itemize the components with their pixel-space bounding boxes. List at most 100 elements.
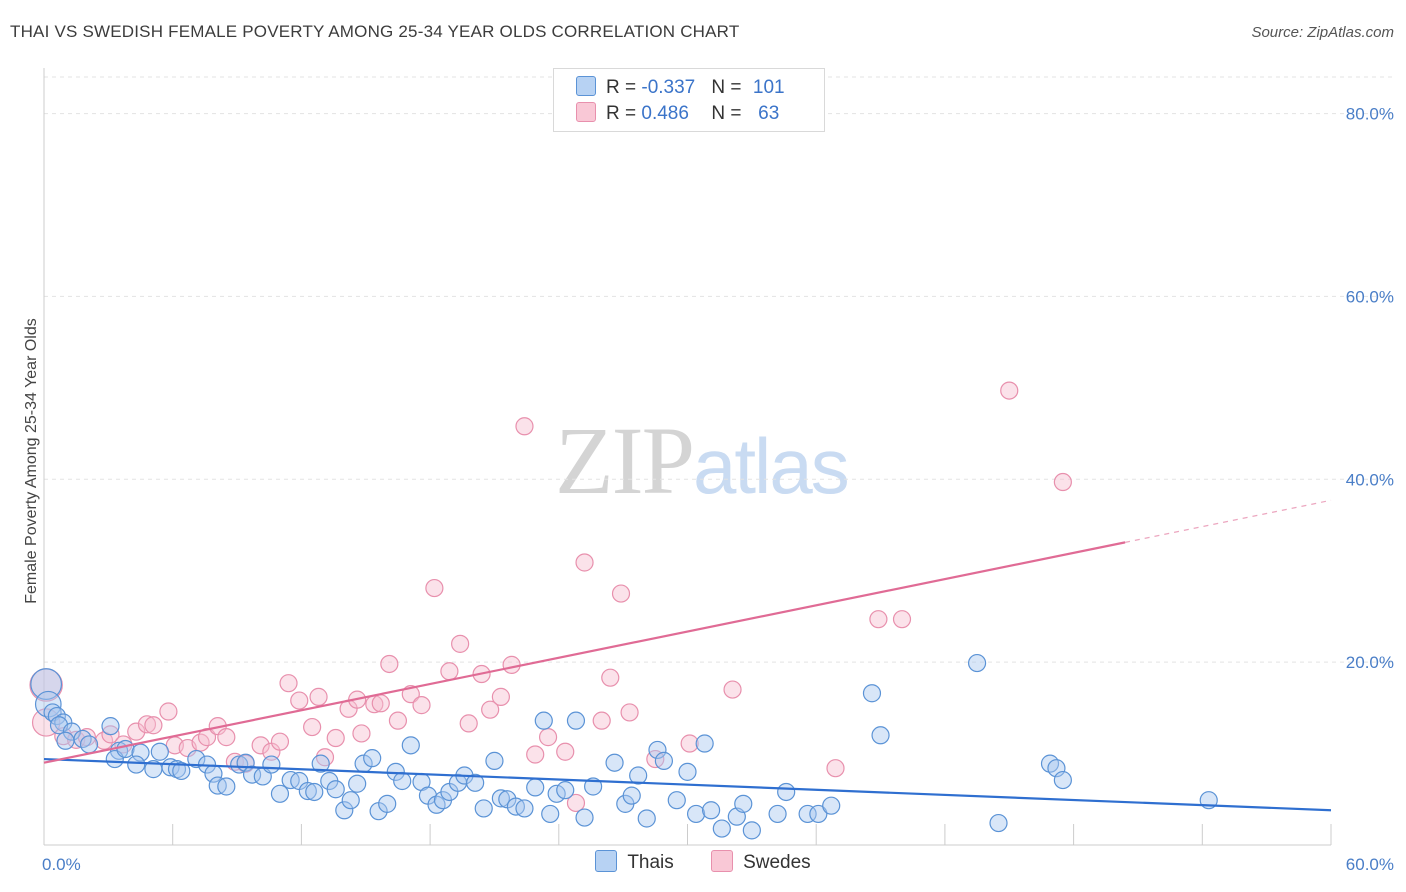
- swedes-point: [526, 745, 545, 764]
- axis-layer: [43, 68, 1332, 846]
- thais-point: [230, 755, 249, 774]
- thais-point: [474, 799, 493, 818]
- swedes-point: [279, 674, 298, 693]
- swedes-point: [481, 700, 500, 719]
- swedes-point: [459, 714, 478, 733]
- thais-point: [695, 734, 714, 753]
- thais-point: [401, 736, 420, 755]
- thais-point: [393, 771, 412, 791]
- swedes-point: [601, 668, 620, 687]
- thais-point: [637, 809, 656, 828]
- series-swatch-thais: [595, 850, 618, 872]
- series-label-swedes: Swedes: [743, 852, 811, 873]
- thais-point: [629, 766, 648, 785]
- legend-n-label: N =: [711, 77, 747, 98]
- thais-point: [217, 777, 236, 796]
- swedes-point: [1053, 472, 1072, 492]
- swedes-point: [680, 734, 699, 753]
- thais-point: [526, 778, 545, 797]
- swedes-point: [371, 694, 390, 713]
- thais-point: [566, 711, 586, 730]
- legend-r-value: -0.337: [641, 77, 696, 98]
- thais-point: [678, 762, 697, 781]
- y-tick-label: 20.0%: [1346, 653, 1394, 672]
- swedes-point: [290, 691, 309, 710]
- thais-point: [541, 804, 560, 824]
- thais-point: [116, 739, 135, 759]
- thais-point: [809, 804, 828, 824]
- source-credit: Source: ZipAtlas.com: [1251, 24, 1394, 41]
- thais-point: [485, 751, 504, 770]
- x-tick-label: 0.0%: [42, 855, 81, 874]
- thais-point: [871, 726, 890, 745]
- thais-point: [515, 799, 534, 818]
- thais-point: [575, 808, 594, 827]
- swedes-point: [326, 728, 345, 748]
- swedes-point: [303, 717, 322, 737]
- swedes-trend-extension: [1124, 499, 1332, 543]
- thais-point: [686, 804, 706, 824]
- thais-point: [742, 821, 761, 840]
- thais-point: [79, 735, 99, 754]
- swedes-point: [502, 655, 521, 674]
- swedes-point: [1000, 381, 1019, 400]
- legend-r-label: R =: [606, 103, 642, 124]
- legend-n-value: 63: [758, 103, 780, 124]
- series-legend-thais: Thais: [595, 850, 674, 874]
- thais-point: [862, 684, 882, 703]
- legend-r-label: R =: [606, 77, 642, 98]
- chart-title: THAI VS SWEDISH FEMALE POVERTY AMONG 25-…: [10, 22, 740, 41]
- thais-point: [363, 749, 382, 768]
- swedes-point: [251, 736, 270, 755]
- x-tick-label: 60.0%: [1346, 855, 1394, 874]
- thais-point: [654, 751, 674, 770]
- legend-n-label: N =: [711, 103, 747, 124]
- swedes-point: [869, 610, 888, 629]
- label-layer: 20.0% 40.0% 60.0% 80.0% 0.0% 60.0% Female Pove…: [23, 105, 1394, 874]
- thais-points: [30, 653, 1218, 840]
- swedes-point: [127, 722, 146, 741]
- watermark-zip: ZIP: [555, 407, 695, 514]
- thais-point: [777, 782, 796, 802]
- swedes-point: [575, 553, 594, 572]
- series-label-thais: Thais: [627, 852, 674, 873]
- swedes-point: [892, 610, 912, 629]
- thais-point: [298, 781, 317, 801]
- correlation-legend: R = -0.337 N = 101 R = 0.486 N = 63: [553, 68, 825, 132]
- y-axis-title: Female Poverty Among 25-34 Year Olds: [23, 318, 40, 604]
- y-tick-label: 60.0%: [1346, 287, 1394, 306]
- thais-point: [187, 749, 206, 769]
- swedes-point: [309, 687, 328, 706]
- thais-point: [605, 753, 624, 772]
- legend-n-value: 101: [752, 77, 785, 98]
- swedes-point: [620, 703, 639, 722]
- thais-point: [967, 653, 987, 673]
- thais-point: [989, 813, 1008, 833]
- swedes-point: [217, 728, 236, 747]
- thais-point: [712, 819, 731, 838]
- thais-point: [622, 786, 641, 805]
- thais-point: [30, 668, 63, 700]
- series-legend: Thais Swedes: [0, 850, 1406, 874]
- thais-point: [150, 742, 169, 761]
- swedes-point: [380, 654, 399, 674]
- swedes-point: [440, 662, 459, 681]
- swedes-point: [159, 702, 178, 721]
- thais-point: [305, 782, 324, 802]
- swedes-point: [270, 732, 290, 751]
- thais-point: [768, 804, 787, 824]
- thais-point: [262, 755, 281, 774]
- legend-r-value: 0.486: [641, 103, 689, 124]
- thais-point: [270, 784, 290, 803]
- trend-layer: [43, 499, 1332, 812]
- swedes-point: [137, 715, 157, 734]
- thais-point: [335, 801, 354, 820]
- swedes-point: [826, 759, 845, 778]
- swedes-point: [388, 711, 408, 730]
- series-swatch-swedes: [711, 850, 734, 872]
- swedes-point: [566, 793, 586, 813]
- thais-point: [1053, 770, 1072, 790]
- thais-point: [326, 780, 345, 799]
- swedes-points: [29, 381, 1072, 813]
